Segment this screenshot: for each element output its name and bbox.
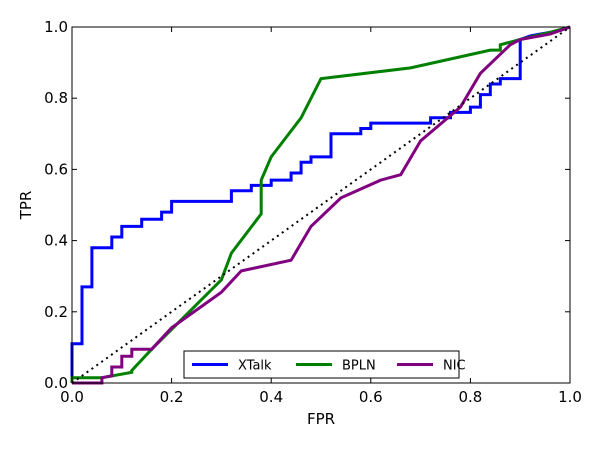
x-tick-label: 0.6 <box>359 388 383 406</box>
legend-label-xtalk: XTalk <box>238 359 272 374</box>
y-tick-label: 1.0 <box>44 18 68 36</box>
diagonal-reference-line <box>71 26 571 384</box>
x-tick-label: 0.0 <box>60 388 84 406</box>
plot-lines <box>70 25 571 385</box>
series-line-xtalk <box>70 25 571 383</box>
x-tick-label: 0.4 <box>259 388 283 406</box>
x-tick-label: 1.0 <box>558 388 582 406</box>
x-axis-title: FPR <box>307 410 335 428</box>
y-tick-label: 0.8 <box>44 89 68 107</box>
series-line-nic <box>72 25 571 385</box>
y-tick-label: 0.4 <box>44 232 68 250</box>
legend-label-bpln: BPLN <box>342 359 376 374</box>
x-tick-label: 0.8 <box>458 388 482 406</box>
y-axis-title: TPR <box>17 191 35 221</box>
legend: XTalk BPLN NIC <box>183 350 466 379</box>
axis-ticks <box>71 26 571 384</box>
plot-frame <box>71 26 571 384</box>
series-line-bpln <box>70 25 571 383</box>
y-tick-label: 0.6 <box>44 160 68 178</box>
y-tick-label: 0.2 <box>44 303 68 321</box>
tick-labels: 0.0 0.2 0.4 0.6 0.8 1.0 0.0 0.2 0.4 0.6 0.8 1.0 <box>44 18 582 406</box>
x-tick-label: 0.2 <box>160 388 184 406</box>
y-tick-label: 0.0 <box>44 374 68 392</box>
legend-label-nic: NIC <box>443 359 466 374</box>
